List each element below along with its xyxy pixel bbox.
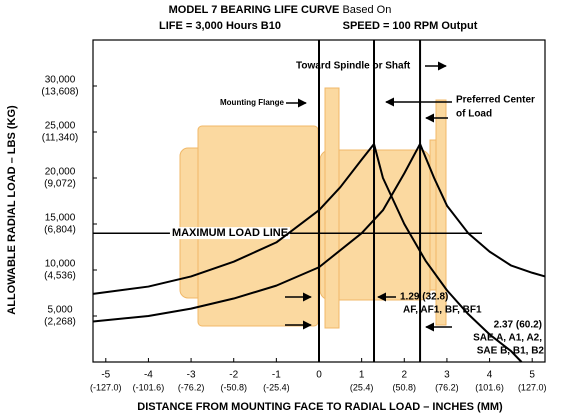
x-tick-label: 2: [402, 370, 408, 381]
annotation: Mounting Flange: [220, 98, 285, 107]
y-tick-label: 30,000: [45, 75, 76, 86]
y-tick-label-kg: (9,072): [44, 179, 76, 190]
x-tick-label-mm: (-76.2): [178, 382, 205, 392]
annotation: SAE B, B1, B2: [477, 346, 545, 357]
subtitle-left: LIFE = 3,000 Hours B10: [159, 20, 281, 32]
y-tick-label: 20,000: [45, 167, 76, 178]
x-tick-label: 4: [487, 370, 493, 381]
x-tick-label-mm: (50.8): [393, 382, 417, 392]
y-tick-label: 15,000: [45, 213, 76, 224]
y-tick-label-kg: (11,340): [42, 133, 79, 144]
x-tick-label: 5: [529, 370, 535, 381]
annotation: Toward Spindle or Shaft: [296, 61, 411, 72]
max-load-label: MAXIMUM LOAD LINE: [172, 227, 288, 239]
y-tick-label: 5,000: [47, 305, 72, 316]
y-tick-label-kg: (4,536): [44, 271, 76, 282]
y-tick-label: 10,000: [45, 259, 76, 270]
x-tick-label-mm: (127.0): [518, 382, 547, 392]
annotation: Preferred Center: [456, 95, 535, 106]
y-axis-label: ALLOWABLE RADIAL LOAD – LBS (KG): [6, 105, 18, 315]
x-tick-label-mm: (-127.0): [90, 382, 122, 392]
subtitle-right: SPEED = 100 RPM Output: [343, 20, 478, 32]
x-tick-label-mm: (76.2): [435, 382, 459, 392]
x-tick-label: 0: [316, 370, 322, 381]
y-tick-label-kg: (6,804): [44, 225, 76, 236]
chart: MODEL 7 BEARING LIFE CURVE Based On LIFE…: [0, 0, 561, 417]
y-tick-label: 25,000: [45, 121, 76, 132]
annotation: AF, AF1, BF, BF1: [403, 305, 482, 316]
x-tick-label: -5: [101, 370, 110, 381]
annotation: SAE A, A1, A2,: [473, 333, 542, 344]
x-tick-label-mm: (25.4): [350, 382, 374, 392]
x-tick-label: -1: [272, 370, 281, 381]
x-tick-label: -3: [187, 370, 196, 381]
annotation: 2.37 (60.2): [494, 320, 542, 331]
annotation: 1.29 (32.8): [400, 292, 448, 303]
x-tick-label-mm: (-25.4): [263, 382, 290, 392]
x-tick-label: 1: [359, 370, 365, 381]
x-tick-label: -2: [229, 370, 238, 381]
annotation: of Load: [456, 109, 492, 120]
x-tick-label-mm: (-101.6): [133, 382, 165, 392]
x-axis-label: DISTANCE FROM MOUNTING FACE TO RADIAL LO…: [137, 401, 503, 413]
y-tick-label-kg: (2,268): [44, 317, 76, 328]
x-tick-label: -4: [144, 370, 153, 381]
title: MODEL 7 BEARING LIFE CURVE Based On: [169, 4, 392, 16]
y-tick-label-kg: (13,608): [41, 87, 78, 98]
x-tick-label: 3: [444, 370, 450, 381]
x-tick-label-mm: (101.6): [475, 382, 504, 392]
x-tick-label-mm: (-50.8): [220, 382, 247, 392]
